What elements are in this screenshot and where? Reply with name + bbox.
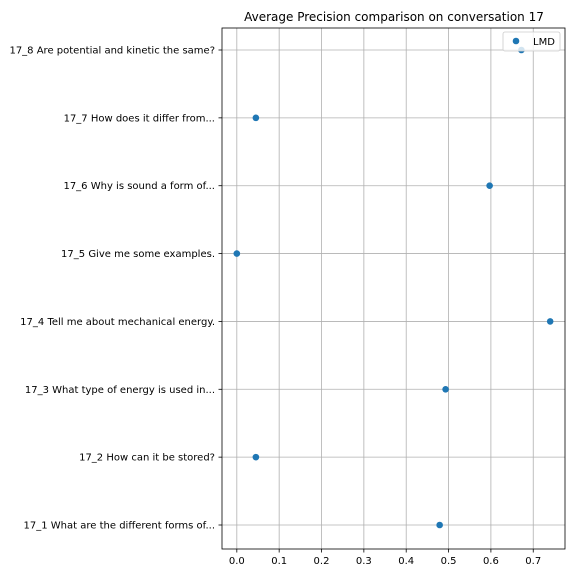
x-tick-label: 0.3: [356, 556, 372, 567]
plot-frame: [221, 27, 566, 550]
y-tick-label: 17_7 How does it differ from...: [64, 113, 215, 124]
x-tick-label: 0.7: [525, 556, 541, 567]
y-tick-label: 17_8 Are potential and kinetic the same?: [9, 46, 215, 57]
legend-label-lmd: LMD: [533, 37, 555, 48]
y-tick-label: 17_5 Give me some examples.: [61, 249, 215, 260]
data-points: [233, 46, 554, 529]
data-point: [546, 318, 554, 325]
x-tick-label: 0.4: [398, 556, 414, 567]
y-tick-label: 17_2 How can it be stored?: [79, 453, 215, 464]
y-tick-label: 17_3 What type of energy is used in...: [25, 385, 215, 396]
y-tick-label: 17_4 Tell me about mechanical energy.: [20, 317, 215, 328]
data-point: [436, 521, 443, 529]
data-point: [252, 453, 260, 461]
chart-title: Average Precision comparison on conversa…: [244, 10, 544, 24]
data-point: [486, 182, 493, 190]
y-tick-labels: 17_1 What are the different forms of... 1…: [9, 46, 222, 532]
legend: LMD: [502, 31, 561, 52]
x-tick-label: 0.6: [483, 556, 499, 567]
y-tick-label: 17_1 What are the different forms of...: [24, 521, 215, 532]
x-tick-label: 0.1: [271, 556, 287, 567]
x-tick-label: 0.5: [441, 556, 457, 567]
legend-box: [502, 31, 561, 52]
x-tick-label: 0.2: [314, 556, 330, 567]
y-tick-label: 17_6 Why is sound a form of...: [63, 181, 215, 192]
data-point: [442, 385, 449, 393]
x-tick-label: 0.0: [229, 556, 245, 567]
data-point: [233, 250, 241, 257]
data-point: [252, 114, 260, 122]
x-tick-labels: 0.0 0.1 0.2 0.3 0.4 0.5 0.6 0.7: [229, 549, 541, 567]
grid: [222, 28, 565, 549]
legend-marker-lmd: [512, 37, 520, 45]
